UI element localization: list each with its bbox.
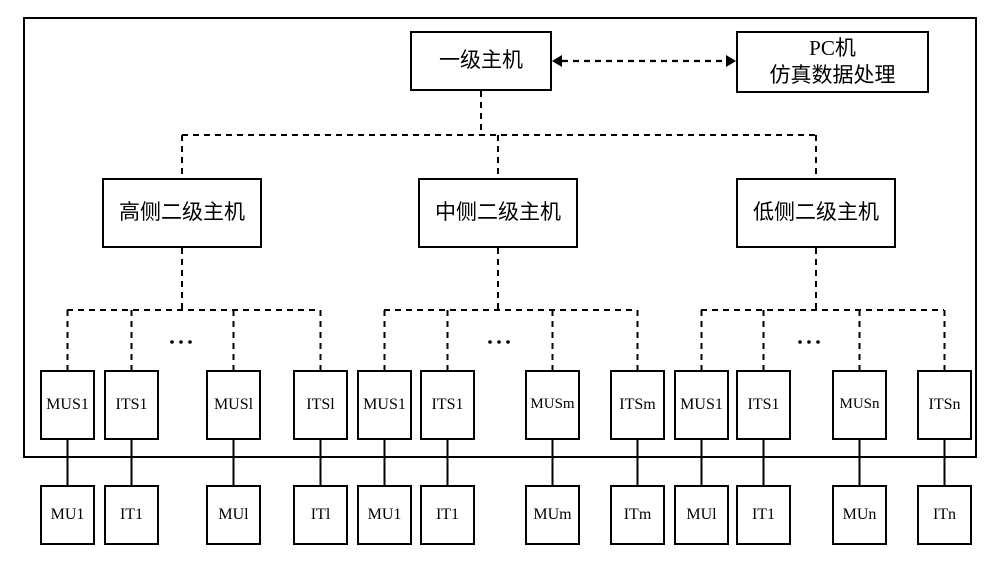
it-ln-box: ITn <box>917 485 972 545</box>
mu-hl-box: MUl <box>206 485 261 545</box>
it-h1-label: IT1 <box>120 505 143 526</box>
mu-ln-label: MUn <box>843 505 877 526</box>
mus-hl-label: MUSl <box>214 395 253 416</box>
mus-m1-box: MUS1 <box>357 370 412 440</box>
diagram-canvas: 一级主机 PC机 仿真数据处理 高侧二级主机 中侧二级主机 低侧二级主机 MUS… <box>0 0 1000 563</box>
its-hl-label: ITSl <box>306 395 334 416</box>
mus-l1-box: MUS1 <box>674 370 729 440</box>
it-mm-box: ITm <box>610 485 665 545</box>
mus-ln-box: MUSn <box>832 370 887 440</box>
its-ln-label: ITSn <box>929 395 961 416</box>
mu-m1-label: MU1 <box>368 505 402 526</box>
mus-mm-box: MUSm <box>525 370 580 440</box>
high-l2-box: 高侧二级主机 <box>102 178 262 248</box>
mu-mm-label: MUm <box>533 505 571 526</box>
its-ln-box: ITSn <box>917 370 972 440</box>
its-h1-box: ITS1 <box>104 370 159 440</box>
it-l1-label: IT1 <box>752 505 775 526</box>
it-h1-box: IT1 <box>104 485 159 545</box>
mu-l1-box: MUl <box>674 485 729 545</box>
mu-h1-label: MU1 <box>51 505 85 526</box>
mus-h1-box: MUS1 <box>40 370 95 440</box>
low-l2-label: 低侧二级主机 <box>753 199 879 226</box>
mu-mm-box: MUm <box>525 485 580 545</box>
it-mm-label: ITm <box>624 505 652 526</box>
mus-l1-label: MUS1 <box>680 395 723 416</box>
it-l1-box: IT1 <box>736 485 791 545</box>
its-l1-label: ITS1 <box>748 395 780 416</box>
low-l2-box: 低侧二级主机 <box>736 178 896 248</box>
it-ln-label: ITn <box>933 505 956 526</box>
it-m1-box: IT1 <box>420 485 475 545</box>
it-m1-label: IT1 <box>436 505 459 526</box>
l1-host-box: 一级主机 <box>410 31 552 91</box>
it-hl-label: ITl <box>311 505 331 526</box>
mu-h1-box: MU1 <box>40 485 95 545</box>
mus-m1-label: MUS1 <box>363 395 406 416</box>
mu-m1-box: MU1 <box>357 485 412 545</box>
its-mm-label: ITSm <box>619 395 655 416</box>
its-m1-box: ITS1 <box>420 370 475 440</box>
its-hl-box: ITSl <box>293 370 348 440</box>
its-m1-label: ITS1 <box>432 395 464 416</box>
l1-host-label: 一级主机 <box>439 47 523 74</box>
mus-ln-label: MUSn <box>839 395 879 415</box>
pc-label: PC机 仿真数据处理 <box>770 35 896 90</box>
mus-mm-label: MUSm <box>530 395 574 415</box>
it-hl-box: ITl <box>293 485 348 545</box>
mus-h1-label: MUS1 <box>46 395 89 416</box>
mu-hl-label: MUl <box>218 505 248 526</box>
high-l2-label: 高侧二级主机 <box>119 199 245 226</box>
mu-l1-label: MUl <box>686 505 716 526</box>
mid-l2-box: 中侧二级主机 <box>418 178 578 248</box>
its-h1-label: ITS1 <box>116 395 148 416</box>
its-l1-box: ITS1 <box>736 370 791 440</box>
mu-ln-box: MUn <box>832 485 887 545</box>
mid-l2-label: 中侧二级主机 <box>435 199 561 226</box>
its-mm-box: ITSm <box>610 370 665 440</box>
pc-box: PC机 仿真数据处理 <box>736 31 929 93</box>
mus-hl-box: MUSl <box>206 370 261 440</box>
